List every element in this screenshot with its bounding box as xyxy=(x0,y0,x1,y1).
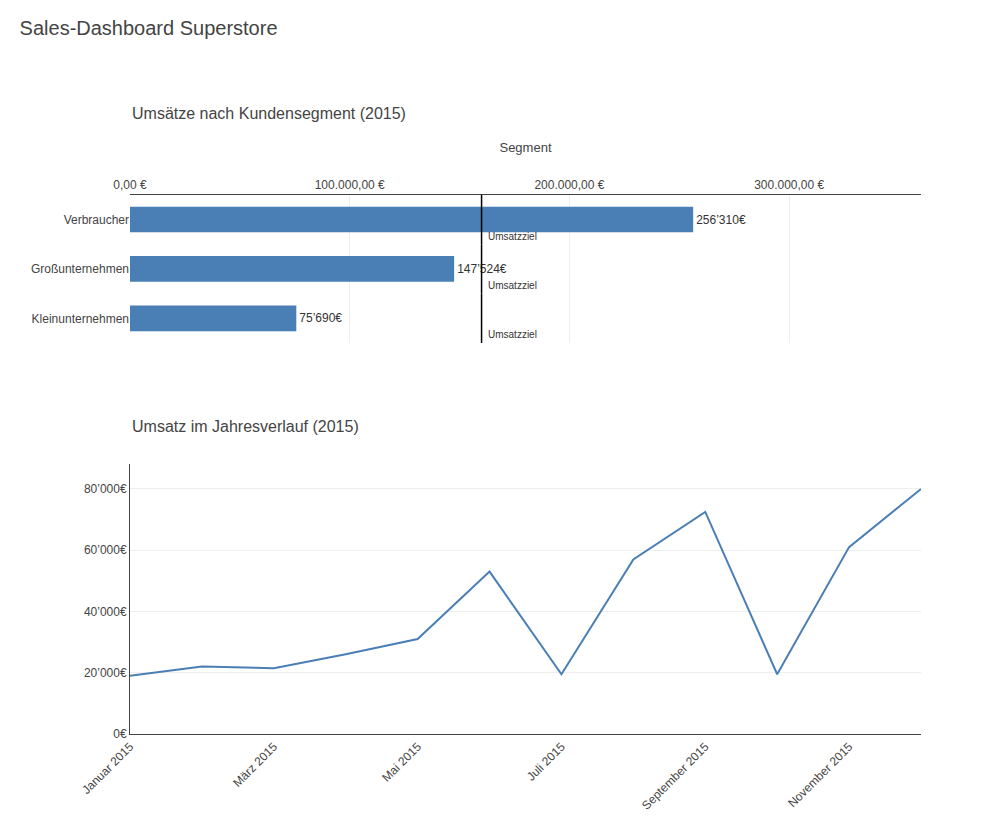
svg-text:Umsatzziel: Umsatzziel xyxy=(488,280,537,291)
svg-text:300.000,00 €: 300.000,00 € xyxy=(754,178,824,192)
svg-text:Umsatz im Jahresverlauf (2015): Umsatz im Jahresverlauf (2015) xyxy=(132,418,359,435)
svg-text:20’000€: 20’000€ xyxy=(84,666,127,680)
svg-text:Großunternehmen: Großunternehmen xyxy=(31,262,129,276)
svg-text:Verbraucher: Verbraucher xyxy=(64,213,129,227)
svg-text:September 2015: September 2015 xyxy=(639,740,712,813)
svg-text:256’310€: 256’310€ xyxy=(696,213,746,227)
svg-text:Umsatzziel: Umsatzziel xyxy=(488,231,537,242)
svg-text:November 2015: November 2015 xyxy=(785,740,856,811)
svg-text:60’000€: 60’000€ xyxy=(84,543,127,557)
svg-text:Januar 2015: Januar 2015 xyxy=(79,740,136,797)
svg-text:147’524€: 147’524€ xyxy=(457,262,507,276)
svg-text:März 2015: März 2015 xyxy=(230,740,280,790)
svg-text:40’000€: 40’000€ xyxy=(84,605,127,619)
svg-text:Umsatzziel: Umsatzziel xyxy=(488,329,537,340)
svg-text:Mai 2015: Mai 2015 xyxy=(379,740,424,785)
svg-text:100.000,00 €: 100.000,00 € xyxy=(315,178,385,192)
svg-text:0,00 €: 0,00 € xyxy=(113,178,147,192)
svg-text:Sales-Dashboard Superstore: Sales-Dashboard Superstore xyxy=(20,17,278,39)
svg-text:75’690€: 75’690€ xyxy=(299,311,342,325)
svg-text:200.000,00 €: 200.000,00 € xyxy=(534,178,604,192)
svg-text:Juli 2015: Juli 2015 xyxy=(524,740,568,784)
svg-text:80’000€: 80’000€ xyxy=(84,482,127,496)
svg-text:Segment: Segment xyxy=(499,140,551,155)
svg-text:Umsätze nach Kundensegment (20: Umsätze nach Kundensegment (2015) xyxy=(132,105,406,122)
svg-text:Kleinunternehmen: Kleinunternehmen xyxy=(32,312,129,326)
svg-text:0€: 0€ xyxy=(113,727,127,741)
